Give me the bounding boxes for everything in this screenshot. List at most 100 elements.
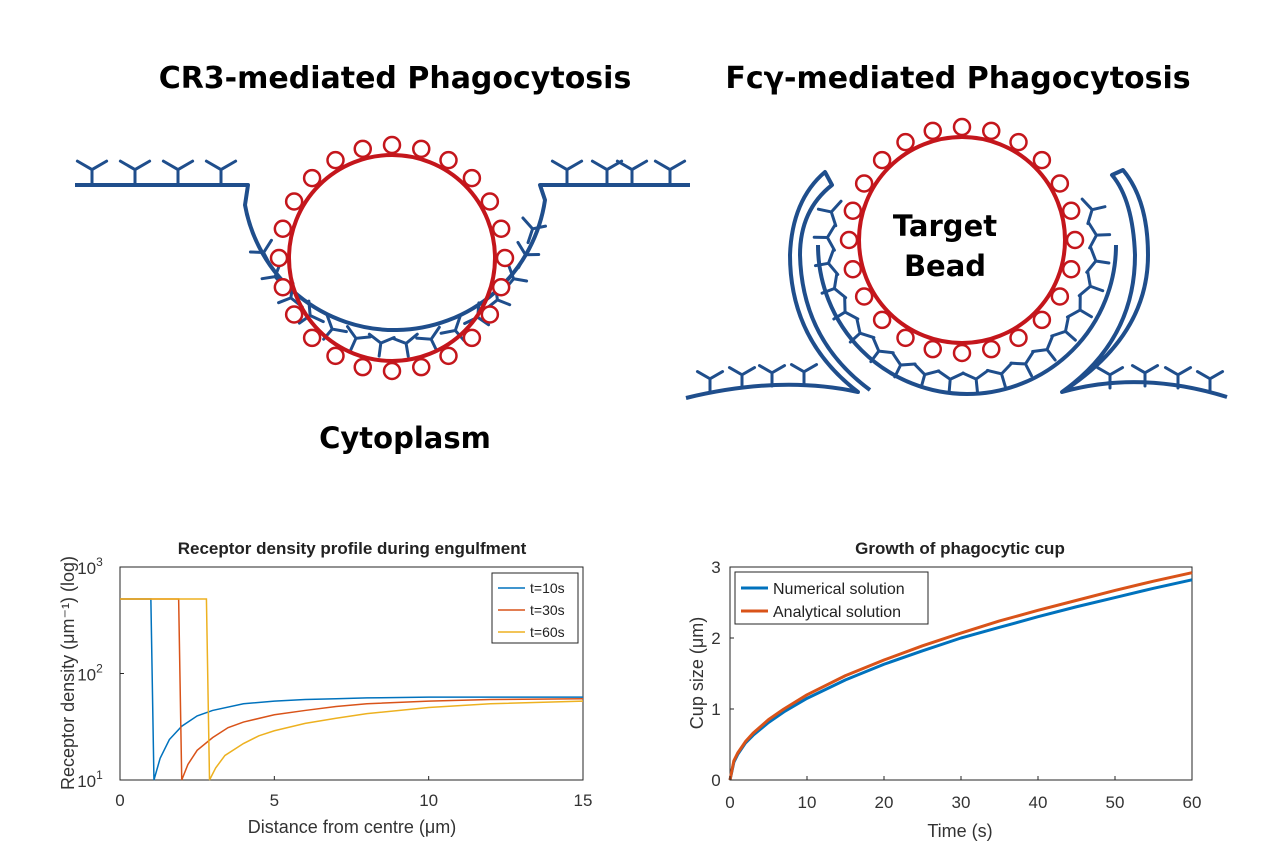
ligand-circle xyxy=(1050,287,1070,306)
ligand-circle xyxy=(952,343,972,363)
cup-receptor xyxy=(936,369,965,394)
ligand-circle xyxy=(326,346,345,366)
cup-receptor xyxy=(820,272,848,300)
target-bead-label-line1: Target xyxy=(893,209,997,243)
cup-receptor xyxy=(248,238,273,267)
fcg-title: Fcγ-mediated Phagocytosis xyxy=(725,61,1190,96)
fcg-cup-receptors xyxy=(812,197,1112,394)
cup-receptor xyxy=(891,351,917,379)
ligand-circle xyxy=(273,219,293,239)
membrane-receptor xyxy=(75,159,109,187)
ligand-circle xyxy=(439,346,458,366)
cr3-diagram: CR3-mediated Phagocytosis Cytoplasm xyxy=(75,61,690,455)
chart2-legend-box xyxy=(734,571,929,625)
ligand-circle xyxy=(839,230,859,250)
x-tick-label: 15 xyxy=(574,791,593,810)
cup-receptor xyxy=(415,325,441,353)
series-line xyxy=(120,598,584,781)
ligand-circle xyxy=(273,277,293,297)
ligand-circle xyxy=(353,139,373,159)
chart1-y-ticks: 101 102 103 xyxy=(77,555,124,791)
membrane-receptor xyxy=(204,159,238,187)
cr3-ligands xyxy=(269,135,515,381)
membrane-receptor xyxy=(615,159,649,187)
cup-receptor xyxy=(1050,315,1077,342)
y-tick-label: 0 xyxy=(711,771,720,790)
ligand-circle xyxy=(1061,201,1081,221)
legend-label: t=10s xyxy=(530,580,565,596)
fcg-ligands xyxy=(839,117,1085,363)
ligand-circle xyxy=(1032,150,1052,170)
membrane-receptor xyxy=(653,159,687,187)
fcg-left-pseudopod xyxy=(685,170,872,400)
chart1-title: Receptor density profile during engulfme… xyxy=(178,539,527,558)
fcg-right-pseudopod xyxy=(1060,168,1228,399)
membrane-receptor xyxy=(727,366,757,390)
ligand-circle xyxy=(480,305,500,324)
cr3-cell-membrane xyxy=(75,183,690,333)
ligand-circle xyxy=(491,277,511,297)
x-tick-label: 0 xyxy=(725,793,734,812)
cup-receptor xyxy=(832,296,860,321)
ligand-circle xyxy=(284,192,304,211)
series-line xyxy=(728,571,1193,781)
y-tick-label: 102 xyxy=(77,662,103,685)
ligand-circle xyxy=(284,305,304,324)
ligand-circle xyxy=(1009,328,1028,348)
legend-label: Analytical solution xyxy=(773,604,901,621)
chart1-x-ticks: 0 5 10 15 xyxy=(115,776,592,810)
cup-receptor xyxy=(816,199,843,228)
cup-receptor xyxy=(521,216,548,245)
ligand-circle xyxy=(269,248,289,268)
ligand-circle xyxy=(491,219,511,239)
ligand-circle xyxy=(843,201,863,221)
ligand-circle xyxy=(872,150,892,170)
legend-label: Numerical solution xyxy=(773,581,905,598)
x-tick-label: 20 xyxy=(875,793,894,812)
cr3-target-bead xyxy=(287,153,497,363)
ligand-circle xyxy=(923,121,943,141)
cr3-membrane-receptors xyxy=(75,159,687,187)
fcg-target-bead xyxy=(857,135,1067,345)
ligand-circle xyxy=(952,117,972,137)
cytoplasm-label: Cytoplasm xyxy=(319,421,491,455)
ligand-circle xyxy=(1065,230,1085,250)
chart1-x-label: Distance from centre (μm) xyxy=(248,817,456,837)
membrane-receptor xyxy=(161,159,195,187)
x-tick-label: 30 xyxy=(952,793,971,812)
ligand-circle xyxy=(302,168,322,188)
ligand-circle xyxy=(1009,132,1028,152)
chart2-legend: Numerical solution Analytical solution xyxy=(734,571,929,625)
membrane-receptor xyxy=(789,363,819,387)
ligand-circle xyxy=(923,339,943,359)
cup-receptor xyxy=(1087,221,1112,250)
cup-receptor xyxy=(813,248,840,276)
chart2-series xyxy=(728,571,1193,781)
membrane-receptor xyxy=(1195,370,1225,394)
cup-receptor xyxy=(812,223,837,252)
ligand-circle xyxy=(854,174,874,193)
y-tick-label: 101 xyxy=(77,768,103,791)
cup-receptor xyxy=(848,317,876,344)
chart1-legend: t=10s t=30s t=60s xyxy=(491,572,579,644)
x-tick-label: 0 xyxy=(115,791,124,810)
cup-receptor xyxy=(985,361,1014,389)
membrane-receptor xyxy=(757,364,787,388)
x-tick-label: 10 xyxy=(798,793,817,812)
fcg-diagram: Fcγ-mediated Phagocytosis Target Bead xyxy=(685,61,1228,400)
chart2-y-label: Cup size (μm) xyxy=(687,617,707,729)
cup-receptor xyxy=(391,332,419,358)
chart2-x-label: Time (s) xyxy=(927,821,992,841)
membrane-receptor xyxy=(1163,366,1193,390)
membrane-receptor xyxy=(590,159,624,187)
series-line xyxy=(120,598,584,781)
cup-receptor xyxy=(913,362,941,389)
cup-receptor xyxy=(961,369,990,394)
cr3-title: CR3-mediated Phagocytosis xyxy=(159,61,632,96)
x-tick-label: 40 xyxy=(1029,793,1048,812)
ligand-circle xyxy=(1050,174,1070,193)
chart2-x-ticks: 0 10 20 30 40 50 60 xyxy=(725,776,1201,812)
y-tick-label: 2 xyxy=(711,629,720,648)
ligand-circle xyxy=(382,361,402,381)
y-tick-label: 3 xyxy=(711,558,720,577)
